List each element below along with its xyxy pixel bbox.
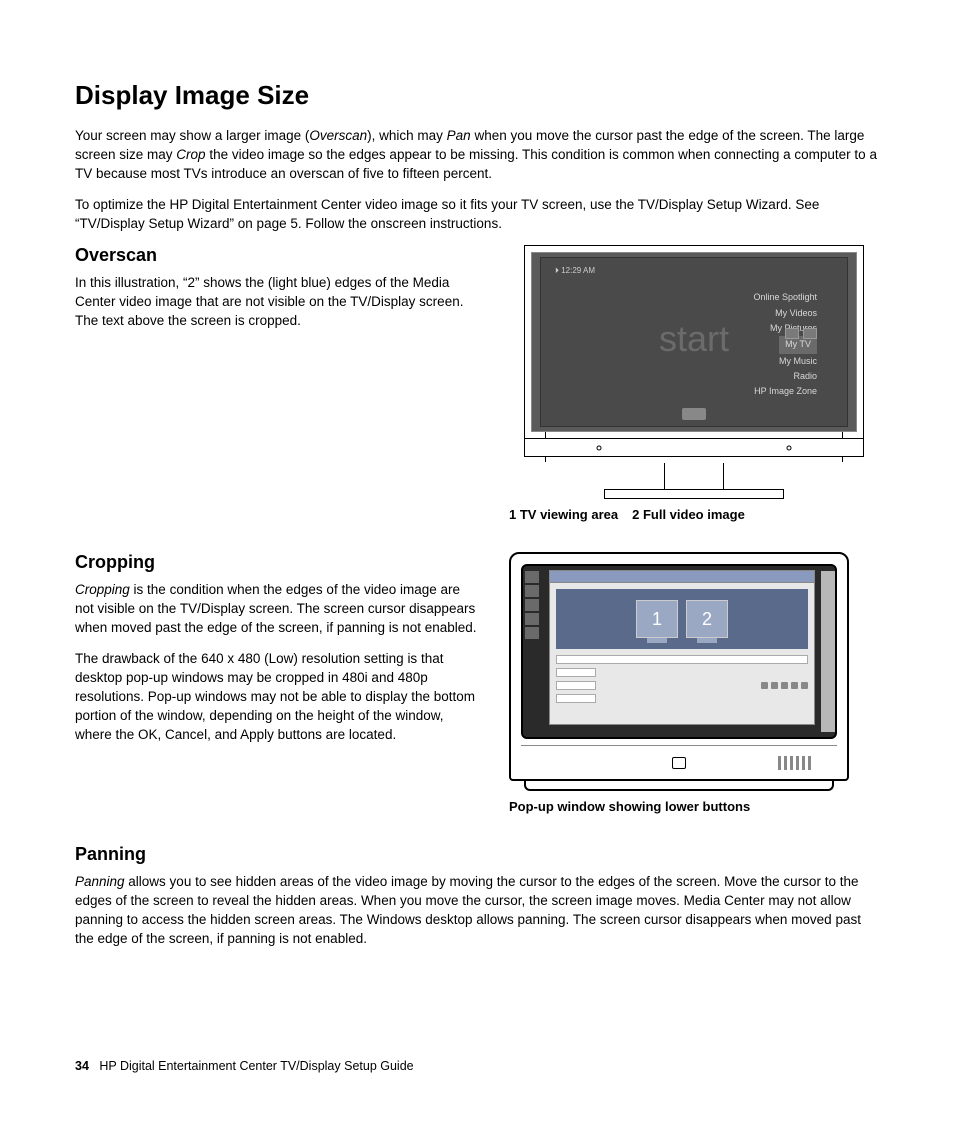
fig1-menu-item: Radio	[753, 369, 817, 384]
fig1-icons	[785, 328, 817, 339]
page-title: Display Image Size	[75, 80, 879, 111]
fig1-menu-item: Online Spotlight	[753, 290, 817, 305]
footer-text: HP Digital Entertainment Center TV/Displ…	[99, 1059, 413, 1073]
tv-button-icon	[597, 445, 602, 450]
cropping-p1-rest: is the condition when the edges of the v…	[75, 582, 477, 635]
page-number: 34	[75, 1059, 89, 1073]
intro-paragraph-2: To optimize the HP Digital Entertainment…	[75, 196, 879, 234]
intro-p1-italic1: Overscan	[309, 128, 367, 143]
overscan-caption-1: 1 TV viewing area	[509, 507, 618, 522]
overscan-figure: ⏵ 12:29 AM start Online Spotlight My Vid…	[524, 245, 864, 499]
fig2-popup-titlebar	[550, 571, 814, 583]
overscan-caption: 1 TV viewing area 2 Full video image	[509, 507, 879, 522]
cropping-caption: Pop-up window showing lower buttons	[509, 799, 879, 814]
fig1-menu-item: My Music	[753, 354, 817, 369]
fig1-time: ⏵ 12:29 AM	[555, 266, 595, 276]
intro-paragraph-1: Your screen may show a larger image (Ove…	[75, 127, 879, 184]
panning-p1: Panning allows you to see hidden areas o…	[75, 873, 879, 949]
cropping-section: Cropping Cropping is the condition when …	[75, 552, 879, 814]
cropping-p2: The drawback of the 640 x 480 (Low) reso…	[75, 650, 479, 744]
panning-p1-italic: Panning	[75, 874, 125, 889]
panning-p1-rest: allows you to see hidden areas of the vi…	[75, 874, 861, 946]
fig2-sidebar	[523, 571, 541, 639]
fig1-menu: Online Spotlight My Videos My Pictures M…	[753, 290, 817, 399]
overscan-heading: Overscan	[75, 245, 479, 266]
tv-icon	[803, 328, 817, 339]
crt-vents-icon	[778, 756, 811, 770]
overscan-section: Overscan In this illustration, “2” shows…	[75, 245, 879, 522]
cropping-p1-italic: Cropping	[75, 582, 130, 597]
fig1-start-text: start	[659, 318, 729, 360]
intro-p1-a: Your screen may show a larger image (	[75, 128, 309, 143]
fig2-monitor-panel: 1 2	[556, 589, 808, 649]
page-footer: 34 HP Digital Entertainment Center TV/Di…	[75, 1059, 414, 1073]
panning-heading: Panning	[75, 844, 879, 865]
overscan-body: In this illustration, “2” shows the (lig…	[75, 274, 479, 331]
fig2-popup-window: 1 2	[549, 570, 815, 725]
panning-section: Panning Panning allows you to see hidden…	[75, 844, 879, 949]
tv-button-icon	[786, 445, 791, 450]
crt-logo-icon	[672, 757, 686, 769]
fig2-right-edge	[821, 571, 835, 732]
overscan-caption-2: 2 Full video image	[632, 507, 745, 522]
hp-logo-icon	[682, 408, 706, 420]
intro-p1-italic2: Pan	[447, 128, 471, 143]
fig2-crt-bezel	[521, 745, 837, 779]
fig2-monitor-2: 2	[686, 600, 728, 638]
fig1-menu-item: My Videos	[753, 306, 817, 321]
cropping-heading: Cropping	[75, 552, 479, 573]
cropping-figure: 1 2	[509, 552, 849, 791]
fig2-controls	[556, 655, 808, 703]
fig1-menu-item: HP Image Zone	[753, 384, 817, 399]
intro-p1-italic3: Crop	[176, 147, 205, 162]
cropping-p1: Cropping is the condition when the edges…	[75, 581, 479, 638]
fig2-monitor-1: 1	[636, 600, 678, 638]
tv-icon	[785, 328, 799, 339]
intro-p1-b: ), which may	[367, 128, 447, 143]
